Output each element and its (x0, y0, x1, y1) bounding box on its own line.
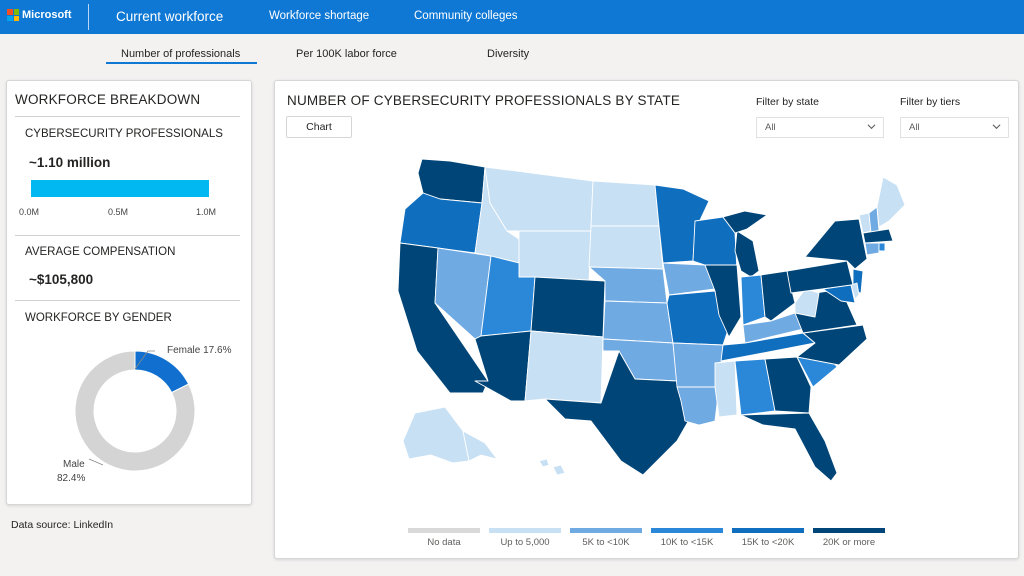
legend-swatch (813, 528, 885, 533)
filter-state-select[interactable]: All (756, 117, 884, 138)
tab-number-of-professionals[interactable]: Number of professionals (121, 48, 241, 60)
bar-tick-label: 0.0M (19, 207, 40, 217)
bar-tick-label: 1.0M (196, 207, 217, 217)
state-sd (588, 225, 664, 270)
state-me (876, 176, 906, 228)
state-co (530, 276, 606, 338)
state-ma (862, 228, 894, 244)
state-ri (878, 242, 886, 252)
state-mi-up (722, 210, 768, 234)
legend-label: 10K to <15K (660, 537, 714, 548)
filter-state-label: Filter by state (756, 96, 820, 108)
state-or (399, 192, 483, 254)
filter-state-value: All (765, 122, 776, 133)
microsoft-logo[interactable]: Microsoft (7, 9, 72, 21)
map-legend: No data Up to 5,000 5K to <10K 10K to <15K 1… (408, 528, 885, 558)
state-ny (804, 218, 868, 270)
donut-slice-male[interactable] (74, 350, 196, 472)
compensation-value: ~$105,800 (29, 272, 94, 287)
legend-label: 20K or more (822, 537, 876, 548)
state-mi (734, 230, 760, 278)
legend-swatch (732, 528, 804, 533)
chevron-down-icon (867, 124, 876, 130)
state-de (850, 282, 860, 300)
state-ga (764, 356, 812, 414)
gender-label: WORKFORCE BY GENDER (25, 312, 172, 324)
filter-tiers-value: All (909, 122, 920, 133)
female-label: Female 17.6% (167, 345, 232, 356)
legend-swatch (570, 528, 642, 533)
state-ks (602, 300, 674, 344)
bar-tick-label: 0.5M (108, 207, 129, 217)
filter-tiers-select[interactable]: All (900, 117, 1009, 138)
tab-diversity[interactable]: Diversity (487, 48, 530, 60)
state-mt (484, 166, 594, 232)
nav-community-colleges[interactable]: Community colleges (414, 10, 518, 22)
state-ct (864, 242, 880, 256)
state-md (822, 284, 856, 304)
legend-label: Up to 5,000 (500, 537, 550, 548)
breakdown-title: WORKFORCE BREAKDOWN (15, 92, 201, 107)
state-hi2 (552, 464, 566, 476)
state-wv (794, 288, 820, 318)
divider (15, 235, 240, 236)
chart-view-button[interactable]: Chart (286, 116, 352, 138)
professionals-bar (31, 180, 225, 197)
divider (15, 116, 240, 117)
state-nc (796, 324, 868, 366)
gender-donut-chart[interactable] (73, 349, 197, 473)
state-oh (760, 270, 796, 322)
professionals-label: CYBERSECURITY PROFESSIONALS (25, 128, 223, 140)
legend-swatch (489, 528, 561, 533)
us-choropleth-map[interactable] (275, 81, 1020, 521)
top-bar: Microsoft Current workforce Workforce sh… (0, 0, 1024, 34)
state-nd (590, 180, 660, 227)
active-tab-indicator (106, 62, 257, 64)
male-percent: 82.4% (57, 473, 86, 484)
male-label: Male (63, 459, 85, 470)
legend-label: 15K to <20K (741, 537, 795, 548)
professionals-value: ~1.10 million (29, 155, 111, 170)
donut-leader-lines (88, 350, 155, 466)
divider (15, 300, 240, 301)
tab-per-100k-labor-force[interactable]: Per 100K labor force (296, 48, 397, 60)
legend-label: 5K to <10K (582, 537, 630, 548)
brand-name: Microsoft (22, 9, 72, 21)
state-tx (544, 350, 694, 476)
filter-tiers-label: Filter by tiers (900, 96, 961, 108)
state-wy (518, 230, 592, 282)
workforce-breakdown-card: WORKFORCE BREAKDOWN CYBERSECURITY PROFES… (6, 80, 252, 505)
data-source-note: Data source: LinkedIn (11, 519, 114, 531)
microsoft-logo-icon (7, 9, 19, 21)
legend-swatch (408, 528, 480, 533)
state-ak (402, 406, 470, 464)
nav-current-workforce[interactable]: Current workforce (116, 9, 224, 24)
state-nm (524, 330, 604, 404)
legend-label: No data (427, 537, 461, 548)
chevron-down-icon (992, 124, 1001, 130)
nav-workforce-shortage[interactable]: Workforce shortage (269, 10, 370, 22)
professionals-bar-fill (31, 180, 209, 197)
state-fl (740, 412, 838, 482)
topbar-divider (88, 4, 89, 30)
state-ak-tail (462, 430, 498, 462)
state-hi (538, 458, 550, 468)
state-ms (714, 360, 738, 418)
state-il (704, 264, 742, 338)
state-map-card: NUMBER OF CYBERSECURITY PROFESSIONALS BY… (274, 80, 1019, 559)
legend-swatch (651, 528, 723, 533)
map-title: NUMBER OF CYBERSECURITY PROFESSIONALS BY… (287, 93, 681, 108)
compensation-label: AVERAGE COMPENSATION (25, 246, 176, 258)
